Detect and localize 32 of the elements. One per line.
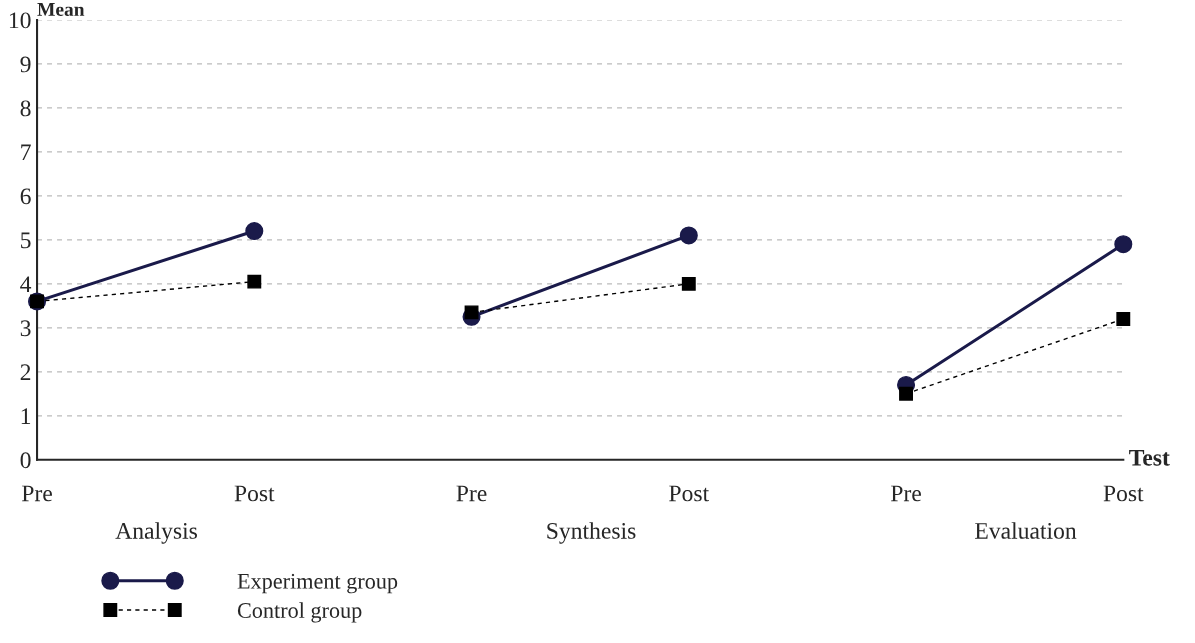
text: Evaluation	[975, 522, 1077, 539]
y-tick-label: 9	[20, 56, 31, 73]
y-tick-label: 7	[21, 144, 31, 161]
point	[1114, 235, 1133, 254]
point	[679, 226, 698, 245]
x-tick-label: Post	[669, 485, 709, 502]
x-tick-label: Pre	[21, 485, 52, 502]
y-tick-label: 1	[21, 408, 31, 424]
y-tick-label: 6	[20, 188, 31, 205]
y-tick-label: 5	[21, 232, 31, 249]
y-tick-label: 0	[20, 452, 31, 469]
point	[464, 305, 479, 320]
text: Experiment group	[237, 573, 398, 594]
y-axis-title: Mean	[37, 3, 85, 16]
y-tick-label: 10	[9, 12, 31, 29]
x-axis-title: Test	[1129, 449, 1170, 466]
x-tick-label: Pre	[456, 485, 487, 502]
y-tick-label: 4	[20, 276, 32, 293]
point	[899, 386, 913, 401]
text: Analysis	[115, 522, 197, 544]
x-tick-label: Post	[1103, 485, 1144, 502]
x-tick-label: Pre	[890, 485, 921, 502]
y-tick-label: 2	[20, 364, 31, 380]
text: Synthesis	[547, 522, 636, 544]
point	[245, 222, 264, 241]
point	[1116, 312, 1131, 326]
y-tick-label: 3	[20, 320, 31, 337]
x-tick-label: Post	[234, 485, 275, 502]
y-tick-label: 8	[20, 100, 31, 117]
point	[247, 274, 262, 289]
text: Control group	[237, 602, 362, 623]
point	[681, 276, 696, 291]
